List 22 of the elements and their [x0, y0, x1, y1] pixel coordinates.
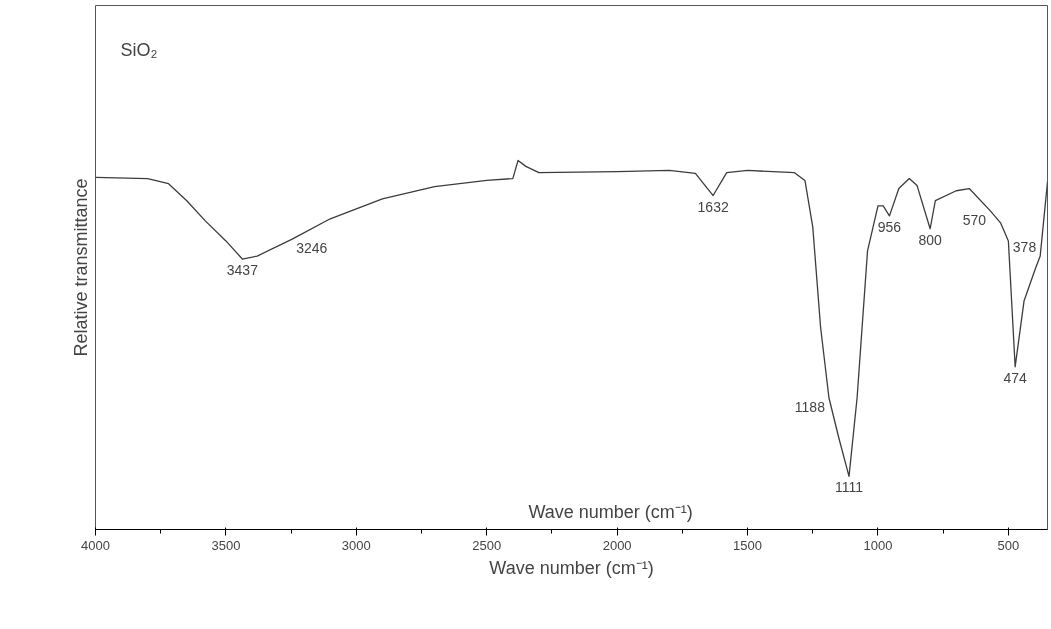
text: SiO₂ [120, 39, 158, 60]
x-axis-title: Wave number (cm⁻¹) [489, 557, 654, 578]
x-tick-label: 4000 [81, 537, 110, 553]
annotation: 1111 [835, 479, 864, 496]
annotation: 3246 [296, 240, 328, 257]
annotation: 1188 [794, 398, 826, 415]
x-tick-label: 3500 [211, 537, 241, 553]
annotation: 474 [1003, 369, 1028, 386]
annotation: 378 [1012, 239, 1037, 256]
annotation: 570 [962, 211, 987, 228]
annotation: 956 [877, 218, 902, 235]
x-tick-label: 500 [997, 537, 1020, 553]
annotation: 3437 [226, 262, 259, 279]
annotation: Wave number (cm⁻¹) [528, 502, 693, 523]
x-tick-label: 1500 [733, 537, 763, 553]
y-axis-title: Relative transmittance [70, 178, 91, 357]
annotation: 800 [918, 231, 943, 248]
x-tick-label: 3000 [341, 537, 371, 553]
x-tick-label: 2000 [602, 537, 632, 553]
x-tick-label: 1000 [863, 537, 893, 553]
annotation: 1632 [697, 198, 729, 215]
x-tick-label: 2500 [472, 537, 502, 553]
